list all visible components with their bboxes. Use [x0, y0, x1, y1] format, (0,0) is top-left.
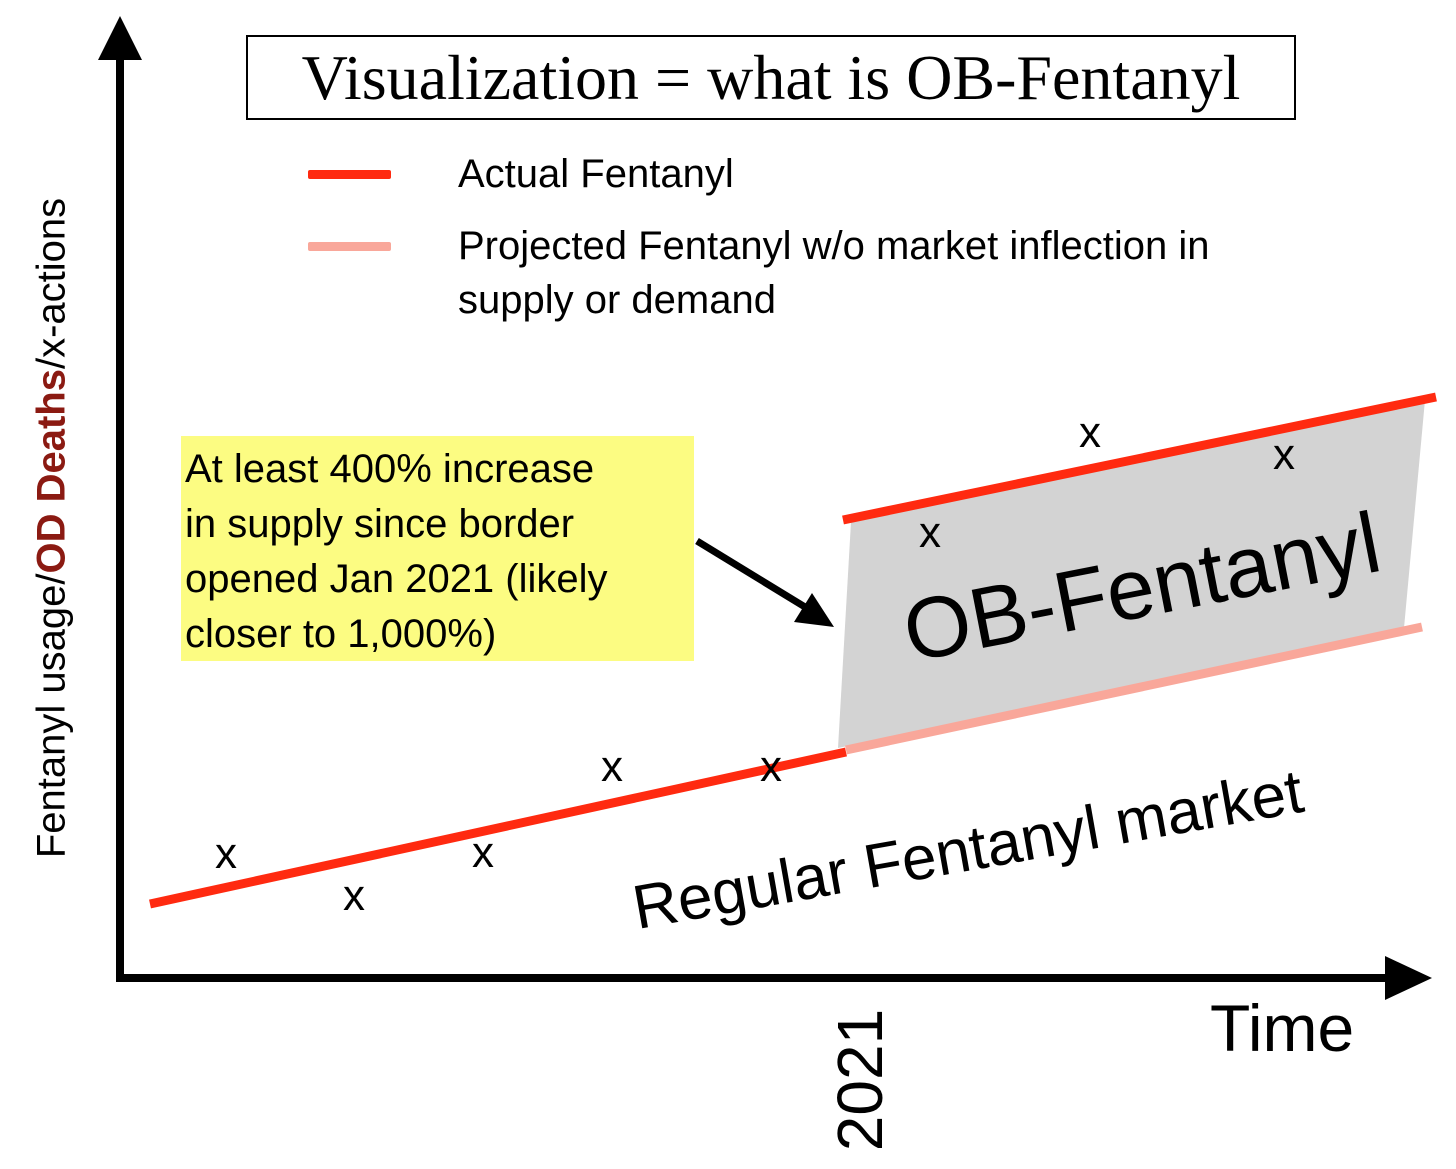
data-marker: x — [1273, 430, 1295, 479]
x-axis-label: Time — [1210, 991, 1355, 1065]
legend-label-projected-line1: Projected Fentanyl w/o market inflection… — [458, 224, 1210, 268]
data-marker: x — [601, 742, 623, 791]
legend-label-projected-line2: supply or demand — [458, 278, 776, 322]
year-2021-marker: 2021 — [824, 1008, 896, 1152]
projected-fentanyl-line — [845, 622, 1423, 755]
data-marker: x — [472, 828, 494, 877]
y-axis-label-part2: /x-actions — [29, 197, 74, 370]
data-marker: x — [1079, 408, 1101, 457]
legend-label-projected: Projected Fentanyl w/o market inflection… — [458, 219, 1209, 327]
y-axis-label: Fentanyl usage/OD Deaths/x-actions — [30, 198, 75, 858]
ob-fentanyl-region — [838, 400, 1425, 748]
callout-line: in supply since border — [185, 502, 575, 546]
supply-increase-callout: At least 400% increase in supply since b… — [181, 436, 694, 661]
y-axis-label-od-deaths: OD Deaths — [29, 369, 74, 574]
callout-line: At least 400% increase — [185, 447, 595, 491]
callout-line: opened Jan 2021 (likely — [185, 557, 608, 601]
legend-swatch-projected — [308, 242, 391, 251]
callout-line: closer to 1,000%) — [185, 612, 497, 656]
callout-arrowhead — [794, 593, 834, 627]
data-marker: x — [343, 871, 365, 920]
actual-fentanyl-line-pre-2021 — [149, 747, 847, 909]
data-marker: x — [215, 829, 237, 878]
x-axis-arrowhead — [1385, 956, 1432, 1000]
y-axis-arrowhead — [98, 16, 142, 60]
y-axis-label-part1: Fentanyl usage/ — [29, 573, 74, 859]
data-marker: x — [760, 742, 782, 791]
actual-fentanyl-line-post-2021 — [842, 392, 1437, 525]
legend-swatch-actual — [308, 170, 391, 179]
legend-label-actual: Actual Fentanyl — [458, 152, 734, 196]
data-marker: x — [919, 508, 941, 557]
callout-arrow-shaft — [695, 538, 807, 610]
diagram-title: Visualization = what is OB-Fentanyl — [246, 35, 1296, 120]
